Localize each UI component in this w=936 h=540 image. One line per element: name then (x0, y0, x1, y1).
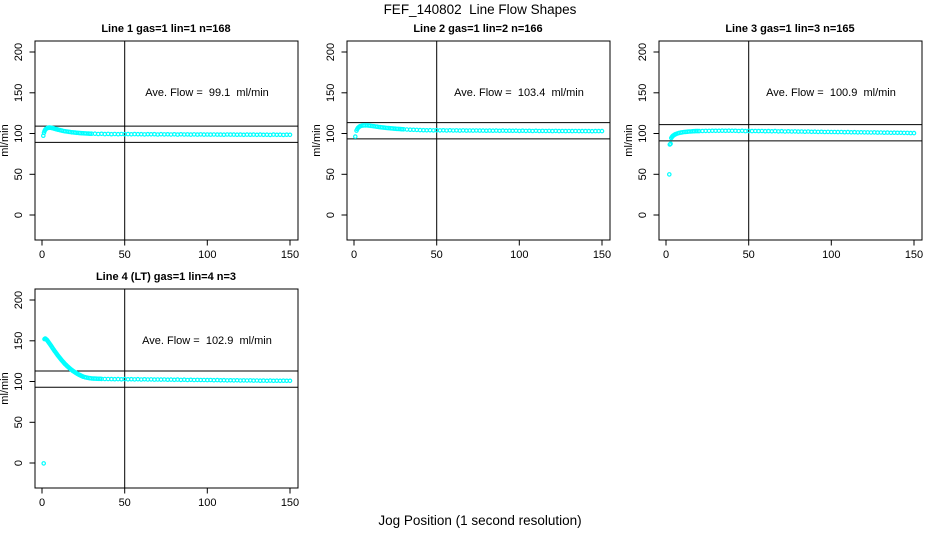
x-tick-label: 150 (281, 497, 299, 509)
y-axis-label: ml/min (624, 124, 635, 156)
y-tick-label: 50 (13, 168, 25, 180)
plot-box (346, 40, 611, 241)
y-tick-label: 150 (13, 332, 25, 350)
y-tick-label: 200 (13, 291, 25, 309)
x-tick-label: 50 (743, 249, 755, 261)
data-point (41, 461, 47, 466)
panel-title-line-1: Line 1 gas=1 lin=1 n=168 (101, 23, 231, 35)
x-tick-label: 100 (510, 249, 528, 261)
plot-line-1: 0 50 100 150 0 50 100 150 200 ml/min (0, 40, 299, 261)
y-tick-label: 100 (325, 124, 337, 142)
data-point (911, 130, 917, 136)
x-tick-label: 100 (198, 249, 216, 261)
y-tick-label: 150 (325, 84, 337, 102)
ave-flow-annotation-line-4: Ave. Flow = 102.9 ml/min (142, 335, 272, 347)
plot-box (34, 288, 299, 489)
plot-line-2: 0 50 100 150 0 50 100 150 200 ml/min (312, 40, 611, 261)
x-tick-label: 100 (198, 497, 216, 509)
x-tick-label: 0 (39, 497, 45, 509)
panel-line-1: 0 50 100 150 0 50 100 150 200 ml/min Line 1 gas=1… (0, 14, 312, 264)
y-tick-label: 100 (13, 372, 25, 390)
x-tick-label: 150 (593, 249, 611, 261)
x-tick-label: 50 (119, 497, 131, 509)
data-point (287, 378, 293, 384)
y-tick-label: 0 (13, 460, 25, 466)
y-tick-label: 50 (637, 168, 649, 180)
plot-box (34, 40, 299, 241)
x-tick-label: 50 (431, 249, 443, 261)
ave-flow-annotation-line-3: Ave. Flow = 100.9 ml/min (766, 87, 896, 99)
panel-line-3: 0 50 100 150 0 50 100 150 200 ml/min Line 3 gas=1… (624, 14, 936, 264)
panel-line-4: 0 50 100 150 0 50 100 150 200 ml/min Line 4 (LT) … (0, 262, 312, 512)
y-tick-label: 50 (325, 168, 337, 180)
data-point (668, 141, 673, 147)
data-point (695, 128, 700, 134)
x-tick-label: 0 (663, 249, 669, 261)
data-point (352, 134, 358, 139)
ave-flow-annotation-line-2: Ave. Flow = 103.4 ml/min (454, 87, 584, 99)
panel-title-line-3: Line 3 gas=1 lin=3 n=165 (725, 23, 855, 35)
x-tick-label: 150 (905, 249, 923, 261)
y-tick-label: 0 (325, 212, 337, 218)
data-point (599, 128, 605, 134)
y-tick-label: 200 (13, 43, 25, 61)
plot-line-3: 0 50 100 150 0 50 100 150 200 ml/min (624, 40, 923, 261)
y-tick-label: 0 (637, 212, 649, 218)
ave-flow-annotation-line-1: Ave. Flow = 99.1 ml/min (145, 87, 269, 99)
panel-line-2: 0 50 100 150 0 50 100 150 200 ml/min Line 2 gas=1… (312, 14, 624, 264)
y-tick-label: 100 (637, 124, 649, 142)
x-tick-label: 0 (351, 249, 357, 261)
data-point (87, 131, 93, 137)
y-tick-label: 0 (13, 212, 25, 218)
data-point (287, 132, 293, 138)
data-point (666, 172, 672, 177)
figure-title: FEF_140802 Line Flow Shapes (383, 2, 577, 17)
y-tick-label: 150 (637, 84, 649, 102)
panel-title-line-2: Line 2 gas=1 lin=2 n=166 (413, 23, 543, 35)
y-tick-label: 200 (325, 43, 337, 61)
y-tick-label: 150 (13, 84, 25, 102)
y-axis-label: ml/min (0, 124, 11, 156)
x-tick-label: 0 (39, 249, 45, 261)
y-tick-label: 100 (13, 124, 25, 142)
y-tick-label: 50 (13, 416, 25, 428)
plot-line-4: 0 50 100 150 0 50 100 150 200 ml/min (0, 288, 299, 509)
x-tick-label: 150 (281, 249, 299, 261)
x-tick-label: 50 (119, 249, 131, 261)
x-tick-label: 100 (822, 249, 840, 261)
data-point (399, 126, 405, 132)
y-axis-label: ml/min (312, 124, 323, 156)
y-axis-label: ml/min (0, 372, 11, 404)
panel-title-line-4: Line 4 (LT) gas=1 lin=4 n=3 (95, 271, 237, 283)
figure-xlabel: Jog Position (1 second resolution) (378, 513, 582, 528)
y-tick-label: 200 (637, 43, 649, 61)
